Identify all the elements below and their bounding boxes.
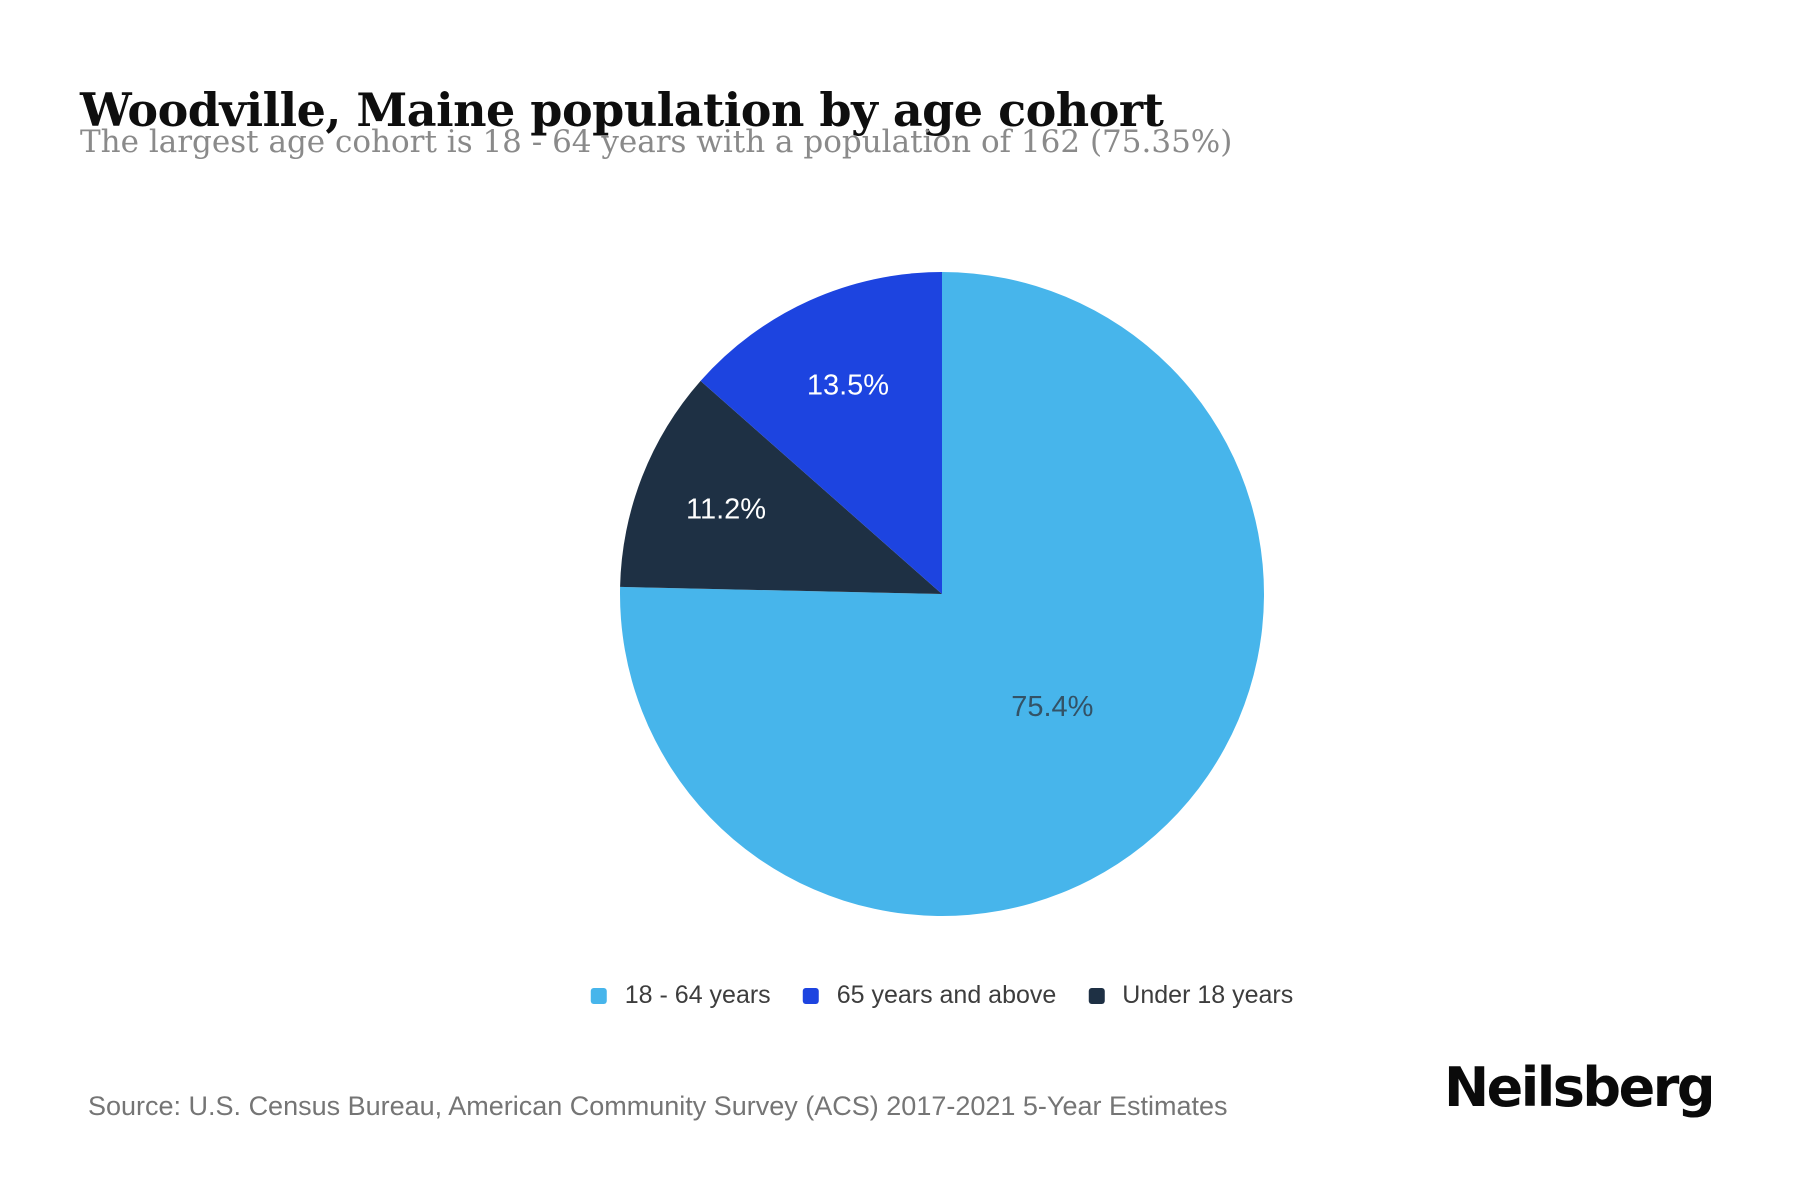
chart-subtitle: The largest age cohort is 18 - 64 years … — [80, 124, 1233, 160]
pie-slice-percentage-label: 11.2% — [686, 494, 766, 526]
legend-swatch-icon — [590, 987, 607, 1004]
pie-slice-under-18-years[interactable] — [620, 380, 942, 594]
pie-slice-percentage-label: 75.4% — [1011, 691, 1093, 723]
legend-item-label: Under 18 years — [1122, 981, 1294, 1009]
chart-title: Woodville, Maine population by age cohor… — [80, 82, 1164, 137]
legend-item-label: 65 years and above — [836, 981, 1057, 1009]
legend-item-65-years-and-above[interactable]: 65 years and above — [802, 981, 1057, 1010]
neilsberg-logo: Neilsberg — [1443, 1056, 1716, 1119]
source-attribution: Source: U.S. Census Bureau, American Com… — [88, 1091, 1228, 1121]
legend-item-under-18-years[interactable]: Under 18 years — [1088, 981, 1293, 1010]
pie-slice-65-years-and-above[interactable] — [700, 272, 942, 594]
legend-item-18-64-years[interactable]: 18 - 64 years — [590, 981, 771, 1010]
legend-item-label: 18 - 64 years — [624, 981, 771, 1009]
legend-swatch-icon — [1088, 987, 1105, 1004]
pie-slice-percentage-label: 13.5% — [807, 370, 889, 402]
legend-swatch-icon — [802, 987, 819, 1004]
chart-legend: 18 - 64 years 65 years and above Under 1… — [590, 981, 1293, 1010]
